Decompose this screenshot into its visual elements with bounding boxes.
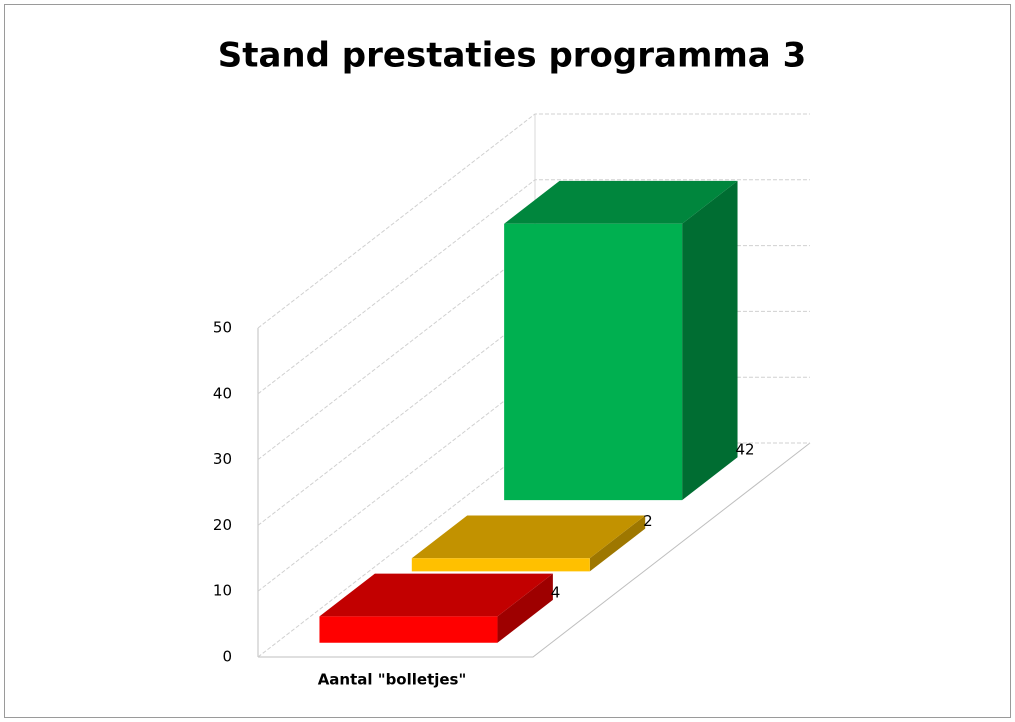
y-tick-label: 40 xyxy=(213,384,232,402)
bar-front xyxy=(319,616,498,643)
y-tick-label: 20 xyxy=(213,516,232,534)
data-label: 42 xyxy=(735,441,754,459)
floor-edge xyxy=(258,442,811,658)
bar-top xyxy=(411,515,646,559)
bar-side xyxy=(497,573,553,643)
bar-top xyxy=(319,573,553,617)
grid-line xyxy=(257,179,810,395)
y-tick-label: 30 xyxy=(213,450,232,468)
bar xyxy=(319,573,553,643)
x-tick-label: Aantal "bolletjes" xyxy=(318,671,467,689)
y-tick-label: 0 xyxy=(222,648,232,666)
bar-front xyxy=(504,223,683,501)
bar-side xyxy=(589,515,646,572)
bar-side xyxy=(682,180,738,501)
bar xyxy=(411,515,646,572)
bar xyxy=(504,180,738,501)
y-tick-label: 50 xyxy=(213,319,232,337)
data-label: 2 xyxy=(643,512,653,530)
plot-area: 0 10 20 30 40 50 42 2 4 Aantal "bolletjes" xyxy=(213,113,811,689)
data-label: 4 xyxy=(551,583,561,601)
y-tick-label: 10 xyxy=(213,582,232,600)
bar-top xyxy=(504,180,738,224)
bar-front xyxy=(411,558,590,572)
grid-line xyxy=(257,113,810,329)
chart-title: Stand prestaties programma 3 xyxy=(218,36,807,76)
